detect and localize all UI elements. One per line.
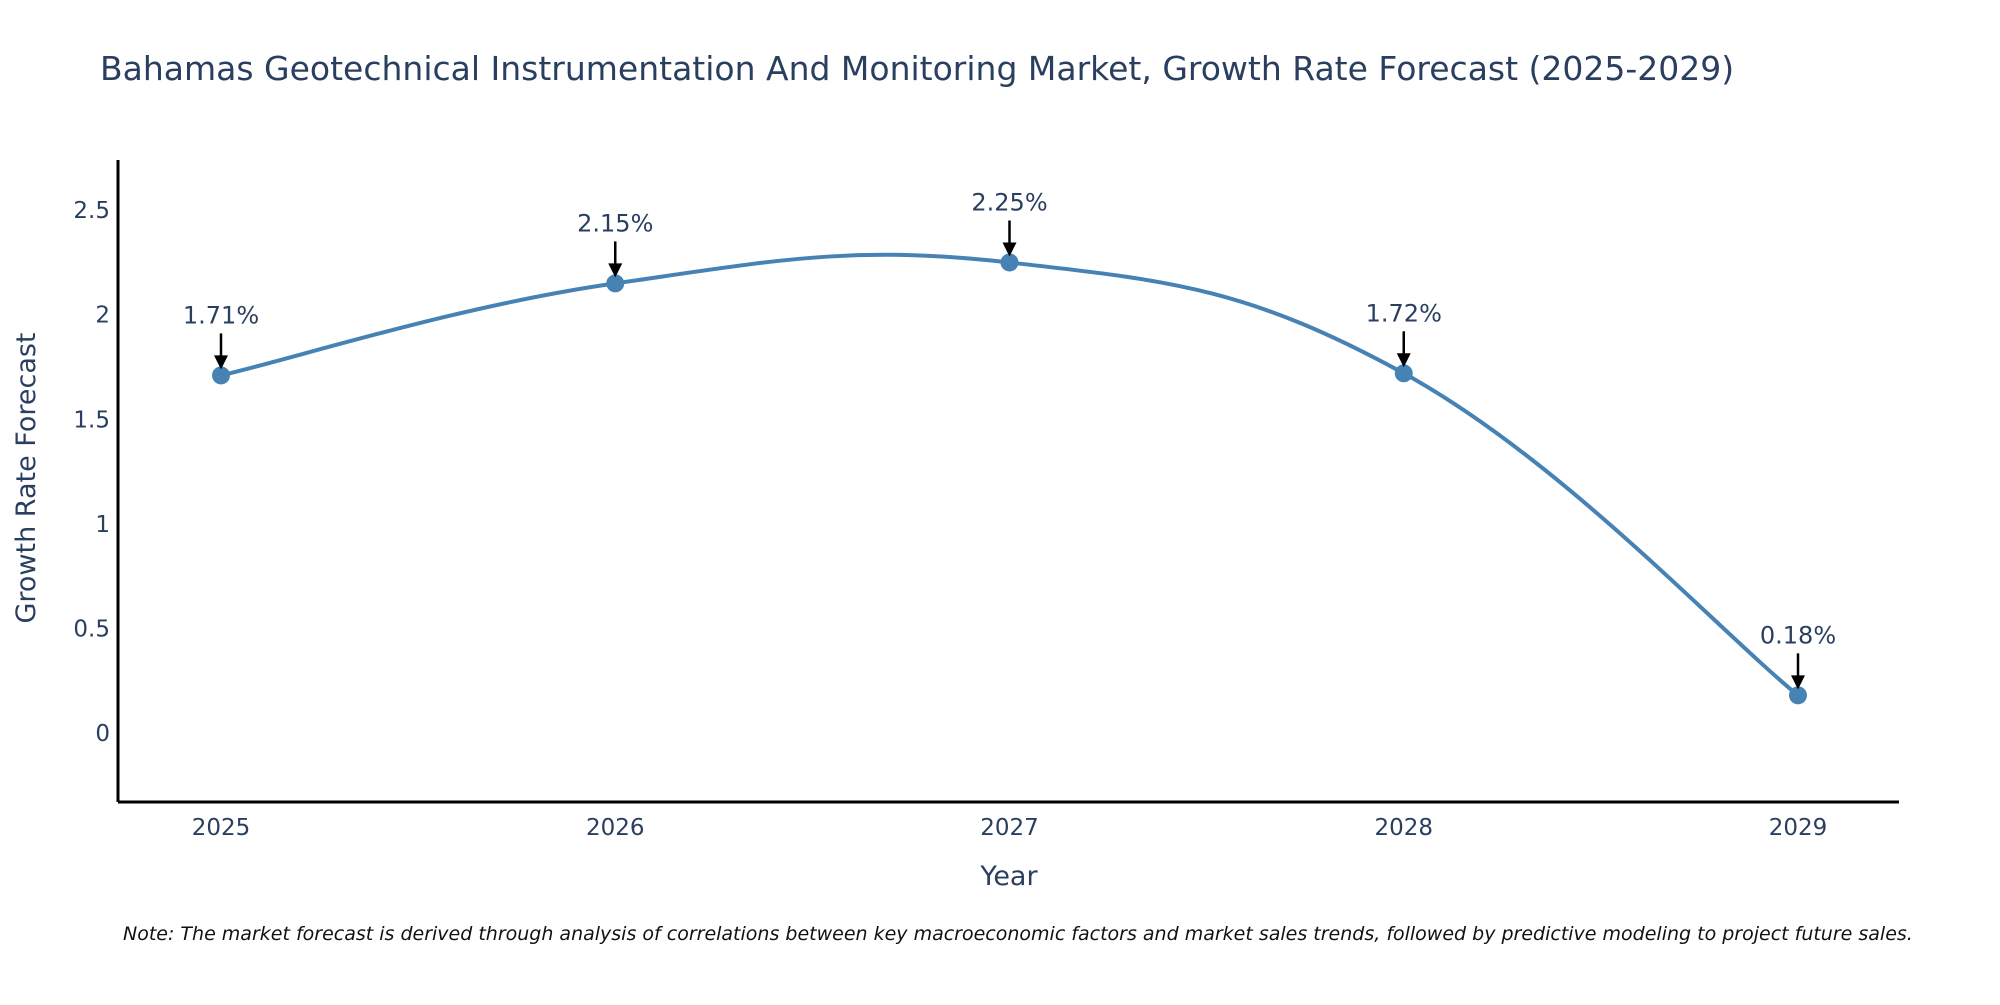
x-axis-title: Year bbox=[979, 861, 1038, 892]
chart-title: Bahamas Geotechnical Instrumentation And… bbox=[100, 49, 1734, 88]
y-tick-labels: 0 0.5 1 1.5 2 2.5 bbox=[73, 198, 110, 747]
y-tick-label: 1.5 bbox=[73, 407, 110, 433]
chart-note: Note: The market forecast is derived thr… bbox=[123, 923, 1913, 945]
annotation-arrow-head bbox=[214, 355, 228, 370]
data-labels-group: 1.71% 2.15% 2.25% 1.72% 0.18% bbox=[183, 188, 1836, 690]
data-label: 2.25% bbox=[971, 188, 1047, 216]
annotation-arrow-head bbox=[1002, 242, 1017, 257]
y-tick-label: 2.5 bbox=[73, 198, 110, 224]
annotation-arrow-head bbox=[608, 263, 623, 278]
series-line-group bbox=[220, 252, 1800, 697]
x-tick-labels: 2025 2026 2027 2028 2029 bbox=[192, 815, 1828, 841]
annotation-arrow-head bbox=[1791, 675, 1805, 690]
x-tick-label: 2027 bbox=[980, 815, 1039, 841]
data-label-annotation: 1.71% bbox=[183, 301, 259, 370]
y-axis-title: Growth Rate Forecast bbox=[11, 332, 42, 623]
data-label: 1.72% bbox=[1366, 299, 1442, 327]
x-tick-label: 2025 bbox=[192, 815, 251, 841]
y-tick-label: 0 bbox=[95, 721, 110, 747]
series-line bbox=[220, 252, 1800, 697]
annotation-arrow-head bbox=[1396, 353, 1411, 368]
data-label-annotation: 2.15% bbox=[577, 209, 653, 278]
x-tick-label: 2028 bbox=[1374, 815, 1433, 841]
data-label: 2.15% bbox=[577, 209, 653, 237]
data-label-annotation: 1.72% bbox=[1366, 299, 1442, 368]
data-point bbox=[212, 366, 230, 385]
data-point bbox=[1000, 253, 1019, 272]
data-label-annotation: 2.25% bbox=[971, 188, 1048, 257]
markers-group bbox=[212, 253, 1807, 705]
x-tick-label: 2026 bbox=[586, 815, 645, 841]
data-point bbox=[1789, 686, 1807, 705]
y-tick-label: 0.5 bbox=[73, 616, 110, 642]
y-tick-label: 1 bbox=[95, 512, 110, 538]
x-tick-label: 2029 bbox=[1769, 815, 1828, 841]
data-label: 0.18% bbox=[1760, 621, 1836, 649]
data-point bbox=[606, 274, 625, 293]
data-label-annotation: 0.18% bbox=[1760, 621, 1836, 690]
data-point bbox=[1394, 364, 1413, 383]
data-label: 1.71% bbox=[183, 301, 259, 329]
y-tick-label: 2 bbox=[95, 303, 110, 329]
